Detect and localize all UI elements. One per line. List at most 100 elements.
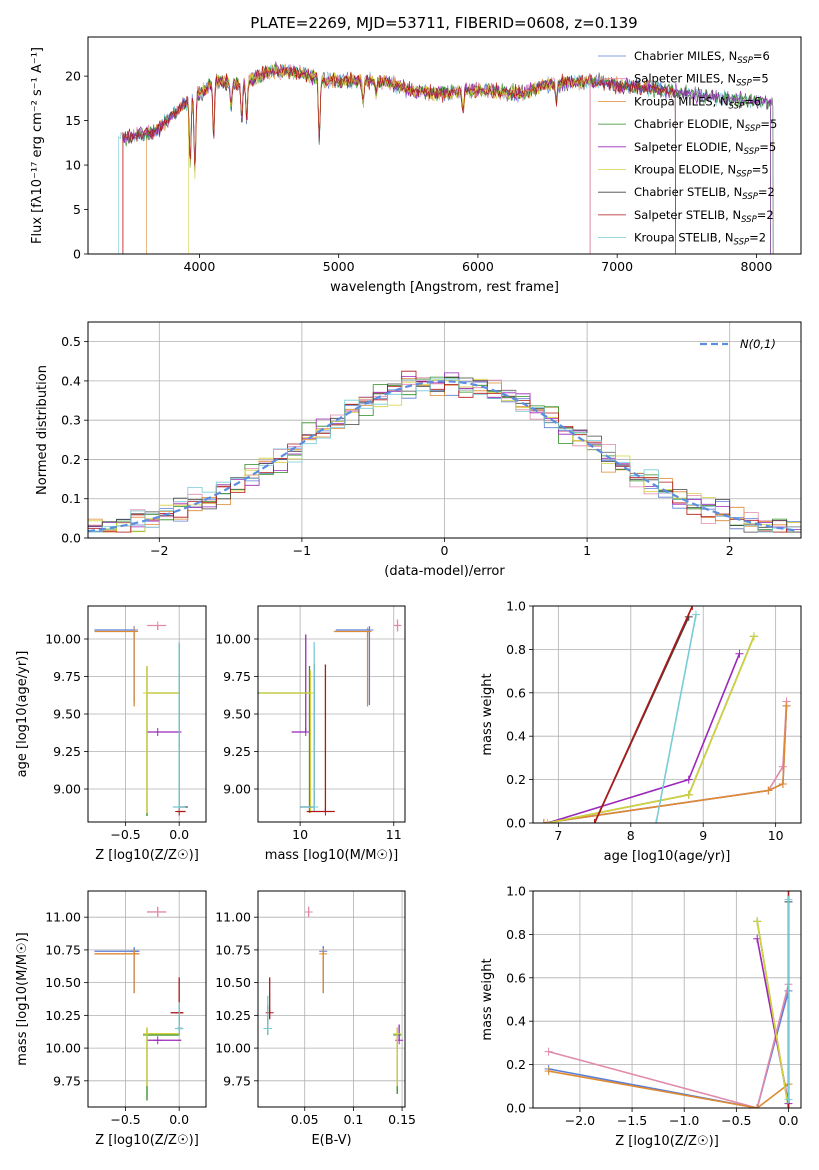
mass-weight-line — [548, 990, 790, 1108]
errorbar-point — [143, 1028, 180, 1101]
point-marker — [130, 949, 139, 958]
y-tick-label: 11.00 — [45, 910, 81, 925]
y-tick-label: 15 — [65, 113, 81, 128]
mass-weight-series — [539, 701, 791, 823]
y-tick-label: 10.00 — [45, 632, 81, 647]
y-tick-label: 10.75 — [215, 942, 251, 957]
mass_vs_age-plot-area — [258, 619, 402, 816]
errorbar-point — [291, 634, 310, 736]
point-marker — [153, 907, 162, 916]
y-tick-label: 9.75 — [53, 1073, 81, 1088]
y-tick-label: 20 — [65, 69, 81, 84]
x-tick-label: 0 — [441, 543, 449, 558]
errorbar-point — [143, 1027, 180, 1087]
x-tick-label: 0.0 — [779, 1113, 799, 1128]
errorbar-point — [306, 664, 335, 816]
spectrum-series-line — [122, 64, 676, 254]
y-tick-label: 9.75 — [223, 669, 251, 684]
y-tick-label: 5 — [73, 202, 81, 217]
errorbar-point — [393, 1027, 402, 1087]
age_vs_mass_weight-plot-area — [539, 606, 791, 823]
mass-weight-series — [539, 697, 791, 823]
legend-entry: Kroupa MILES, NSSP=6 — [634, 94, 761, 111]
errorbar-point — [265, 977, 274, 1020]
x-axis-label: (data-model)/error — [384, 564, 505, 579]
x-tick-label: 10 — [292, 827, 308, 842]
x-tick-label: 0.05 — [291, 1112, 319, 1127]
legend-entry: Kroupa ELODIE, NSSP=5 — [634, 163, 769, 180]
x-axis-label: Z [log10(Z/Z☉)] — [95, 1133, 199, 1148]
point-marker — [321, 807, 330, 816]
metallicity_vs_age-panel: −0.5 0.0 9.00 9.25 9.50 9.75 10.00 Z [log10(Z/Z… — [15, 605, 207, 863]
errorbar-point — [333, 627, 372, 707]
point-marker — [363, 627, 372, 636]
point-marker — [735, 649, 744, 658]
point-marker — [143, 689, 151, 697]
point-marker — [143, 1029, 151, 1038]
point-marker — [782, 701, 791, 710]
point-marker — [688, 606, 697, 610]
legend-entry: N(0,1) — [740, 337, 776, 351]
x-tick-label: 10 — [768, 828, 784, 843]
mass-weight-series — [590, 606, 697, 823]
errorbar-point — [147, 906, 167, 918]
x-axis-label: wavelength [Angstrom, rest frame] — [330, 280, 559, 295]
point-marker — [590, 819, 599, 823]
y-tick-label: 0 — [73, 247, 81, 262]
y-tick-label: 10.25 — [215, 1008, 251, 1023]
mass-weight-line — [756, 921, 790, 1108]
residual_histogram-frame — [87, 321, 802, 539]
y-tick-label: 10.00 — [215, 632, 251, 647]
legend-entry: Chabrier MILES, NSSP=6 — [634, 49, 770, 66]
point-marker — [544, 1047, 553, 1056]
point-marker — [764, 786, 773, 795]
spectrum-plot-area — [118, 61, 774, 254]
point-marker — [175, 803, 184, 811]
point-marker — [365, 626, 374, 634]
y-axis-label: age [log10(age/yr)] — [15, 651, 30, 778]
metallicity_vs_mass_weight-panel: −2.0 −1.5 −1.0 −0.5 0.0 0.0 0.2 0.4 0.6 0.8 1.0 Z [… — [480, 884, 802, 1149]
mass-weight-series — [652, 610, 700, 823]
errorbar-point — [170, 977, 184, 1020]
y-tick-label: 0.0 — [61, 531, 81, 546]
x-tick-label: 8000 — [741, 259, 773, 274]
x-tick-label: −1.5 — [617, 1113, 647, 1128]
x-axis-label: Z [log10(Z/Z☉)] — [615, 1134, 719, 1149]
y-axis-label: mass [log10(M/M☉)] — [15, 932, 30, 1065]
y-tick-label: 0.2 — [506, 772, 526, 787]
legend-entry: Salpeter ELODIE, NSSP=5 — [634, 140, 776, 157]
y-tick-label: 10.25 — [45, 1008, 81, 1023]
spectrum-series-line — [188, 62, 590, 254]
point-marker — [175, 1024, 184, 1033]
histogram-step-line — [88, 378, 801, 533]
x-tick-label: −1.0 — [669, 1113, 699, 1128]
mass-weight-line — [547, 636, 755, 823]
residual_histogram-plot-area — [88, 370, 801, 533]
y-tick-label: 0.4 — [506, 1014, 526, 1029]
x-tick-label: 5000 — [323, 259, 355, 274]
point-marker — [753, 917, 762, 926]
errorbar-point — [143, 666, 180, 813]
point-marker — [753, 1104, 762, 1108]
mass-weight-series — [539, 701, 791, 823]
mass-weight-line — [593, 606, 694, 823]
point-marker — [301, 728, 310, 736]
errorbar-point — [393, 619, 402, 632]
errorbar-point — [335, 626, 374, 705]
point-marker — [153, 728, 162, 736]
errorbar-point — [94, 626, 139, 702]
x-tick-label: −2 — [150, 543, 168, 558]
y-tick-label: 0.5 — [61, 334, 81, 349]
ebv_vs_mass-plot-area — [263, 906, 404, 1094]
errorbar-point — [395, 1024, 404, 1045]
x-tick-label: 11 — [386, 827, 402, 842]
errorbar-point — [175, 643, 186, 816]
x-tick-label: 7 — [554, 828, 562, 843]
spectrum-frame — [87, 36, 802, 255]
mass-weight-line — [547, 653, 741, 823]
y-axis-label: Flux [fλ10⁻¹⁷ erg cm⁻² s⁻¹ A⁻¹] — [30, 47, 45, 244]
x-tick-label: 0.0 — [169, 827, 189, 842]
point-marker — [539, 819, 548, 823]
point-marker — [153, 621, 162, 630]
point-marker — [749, 632, 758, 641]
